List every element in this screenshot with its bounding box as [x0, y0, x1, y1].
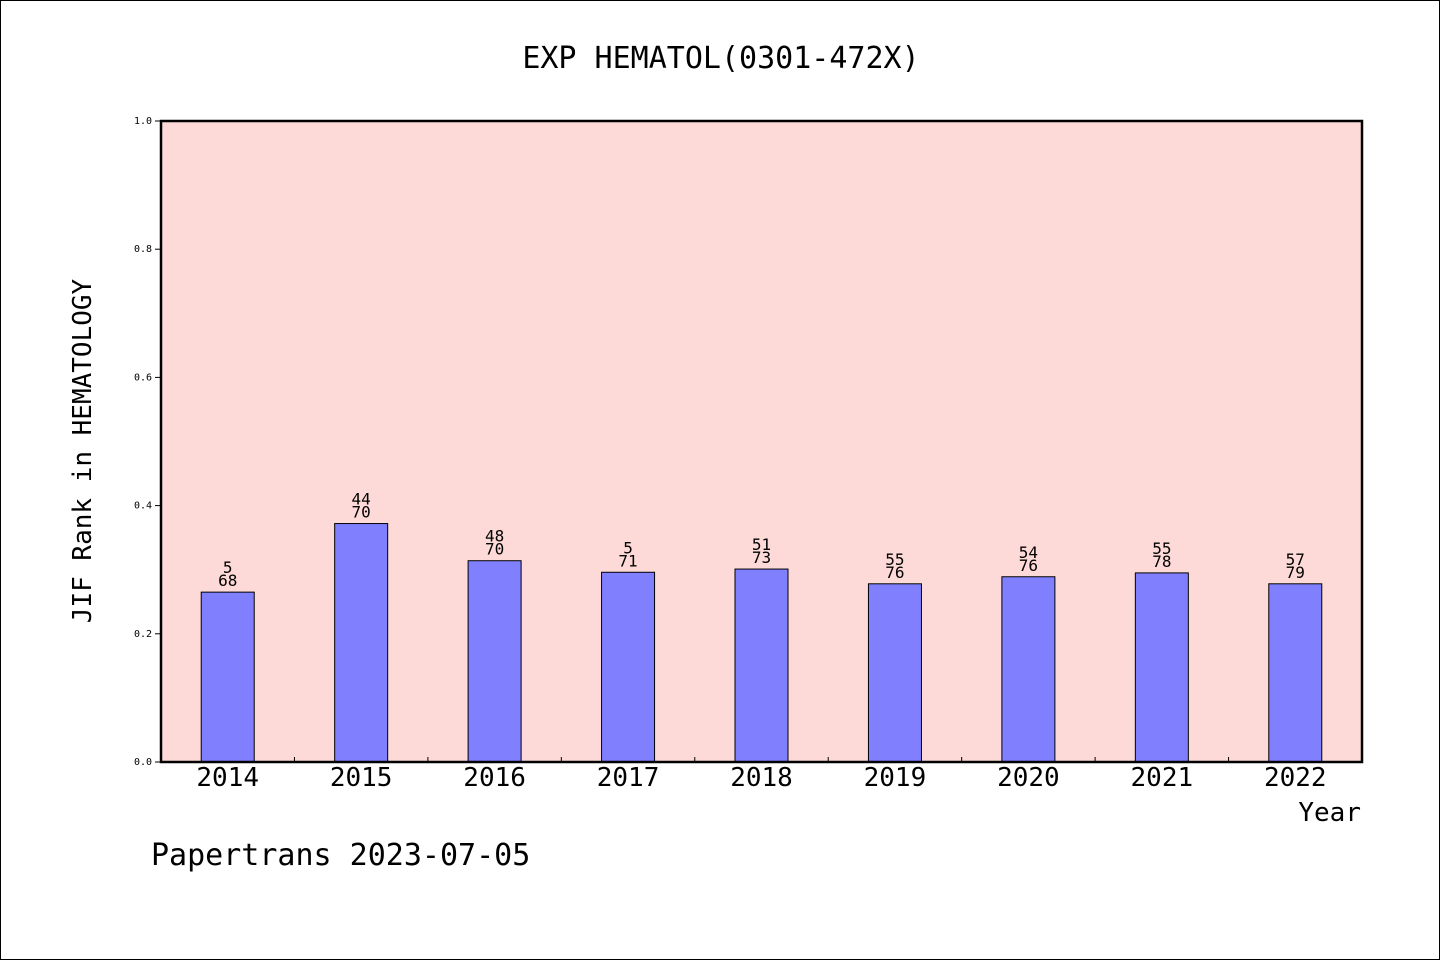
y-tick-label-0.2: 0.2 [134, 629, 152, 640]
x-tick-label-2017: 2017 [597, 763, 660, 793]
data-label-total-2016: 70 [485, 540, 504, 559]
x-tick-label-2015: 2015 [330, 763, 393, 793]
data-label-rank-2021: 55 [1152, 539, 1171, 558]
y-axis: 0.0 0.2 0.4 0.6 0.8 1.0 [134, 116, 161, 768]
x-tick-label-2020: 2020 [997, 763, 1060, 793]
data-label-rank-2015: 44 [352, 490, 371, 509]
y-axis-label: JIF Rank in HEMATOLOGY [68, 278, 98, 623]
data-label-total-2022: 79 [1286, 563, 1305, 582]
data-label-rank-2019: 55 [885, 550, 904, 569]
x-tick-label-2016: 2016 [463, 763, 526, 793]
data-label-rank-2022: 57 [1286, 550, 1305, 569]
chart-title: EXP HEMATOL(0301-472X) [522, 41, 919, 76]
footer-credit: Papertrans 2023-07-05 [151, 838, 530, 873]
data-label-rank-2016: 48 [485, 527, 504, 546]
data-label-total-2018: 73 [752, 548, 771, 567]
bar-2017 [601, 571, 656, 763]
x-tick-label-2022: 2022 [1264, 763, 1327, 793]
y-tick-label-0.0: 0.0 [134, 757, 152, 768]
bar-2019 [867, 583, 922, 763]
data-label-rank-2014: 5 [223, 558, 233, 577]
bar-2014 [200, 591, 255, 763]
y-tick-label-1.0: 1.0 [134, 116, 152, 127]
data-label-rank-2018: 51 [752, 535, 771, 554]
data-label-total-2014: 68 [218, 571, 237, 590]
bar-2016 [467, 560, 522, 763]
y-tick-label-0.4: 0.4 [134, 501, 152, 512]
bar-group [200, 523, 1323, 763]
data-label-total-2020: 76 [1019, 556, 1038, 575]
y-tick-label-0.6: 0.6 [134, 372, 152, 383]
plot-frame [159, 119, 1364, 764]
y-tick-label-0.8: 0.8 [134, 244, 152, 255]
x-tick-label-2014: 2014 [196, 763, 259, 793]
x-tick-label-2018: 2018 [730, 763, 793, 793]
x-tick-label-2021: 2021 [1131, 763, 1194, 793]
x-axis-label: Year [1298, 798, 1361, 828]
bar-2022 [1268, 583, 1323, 763]
data-label-total-2017: 71 [618, 551, 637, 570]
data-label-total-2019: 76 [885, 563, 904, 582]
x-axis: 2014 2015 2016 2017 2018 2019 2020 2021 2022 [196, 757, 1327, 793]
data-label-total-2021: 78 [1152, 552, 1171, 571]
bar-2018 [734, 568, 789, 763]
data-label-rank-2020: 54 [1019, 543, 1038, 562]
data-label-total-2015: 70 [352, 503, 371, 522]
bar-2021 [1134, 572, 1189, 763]
data-label-rank-2017: 5 [623, 538, 633, 557]
x-tick-label-2019: 2019 [864, 763, 927, 793]
bar-2015 [334, 523, 389, 763]
bar-2020 [1001, 576, 1056, 763]
